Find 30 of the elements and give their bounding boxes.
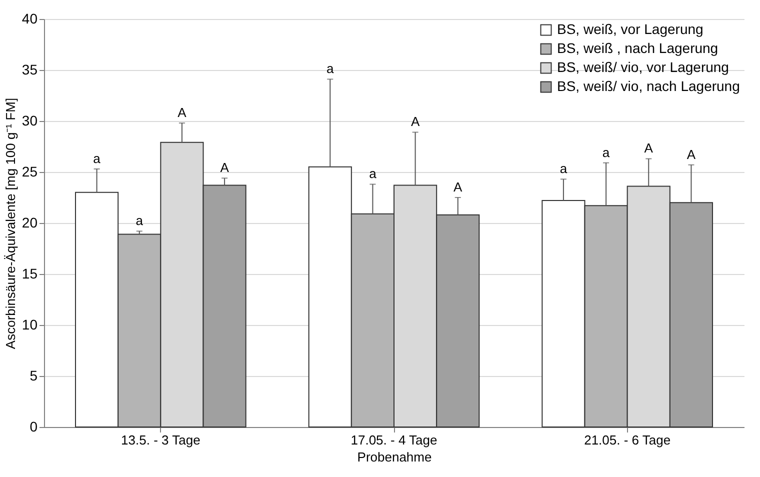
y-axis-title: Ascorbinsäure-Äquivalente [mg 100 g⁻¹ FM] [2,98,18,350]
annotation: a [602,144,610,160]
y-tick-label: 10 [22,316,38,332]
annotation: A [178,105,187,120]
x-tick-label: 13.5. - 3 Tage [121,432,200,448]
annotation: a [326,61,335,76]
x-tick-label: 21.05. - 6 Tage [584,432,671,448]
y-tick-label: 15 [22,266,38,282]
y-tick-label: 5 [30,368,38,384]
annotation: A [220,160,230,176]
x-axis-title: Probenahme [357,450,432,464]
annotation: a [136,213,144,228]
legend-label: BS, weiß, vor Lagerung [557,21,704,37]
legend-label: BS, weiß/ vio, vor Lagerung [557,59,729,75]
annotation: A [644,140,654,156]
annotation: a [93,150,102,166]
y-tick-label: 40 [22,10,38,26]
y-tick-label: 0 [30,418,38,434]
y-tick-label: 30 [22,112,38,128]
annotation: a [369,166,378,182]
legend-label: BS, weiß/ vio, nach Lagerung [557,78,740,94]
y-tick-label: 35 [22,62,38,78]
annotation: A [410,114,420,130]
y-tick-label: 20 [22,214,38,230]
x-tick-label: 17.05. - 4 Tage [350,432,438,448]
annotation: a [560,161,568,176]
legend-label: BS, weiß , nach Lagerung [557,40,718,56]
y-tick-label: 25 [22,164,38,180]
annotation: A [454,180,463,194]
annotation: A [686,146,696,162]
